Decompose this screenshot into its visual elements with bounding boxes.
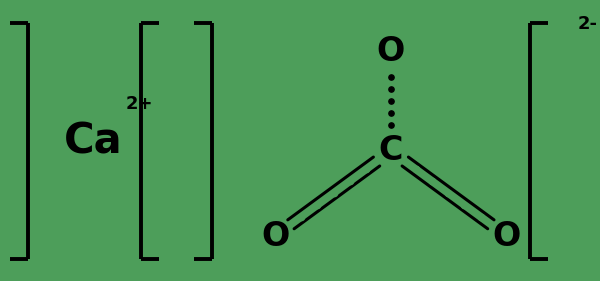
Text: O: O (261, 219, 289, 253)
Text: 2-: 2- (578, 15, 598, 33)
Text: C: C (379, 135, 403, 167)
Text: Ca: Ca (64, 120, 122, 162)
Text: O: O (493, 219, 521, 253)
Text: 2+: 2+ (126, 95, 153, 113)
Text: O: O (377, 35, 405, 67)
